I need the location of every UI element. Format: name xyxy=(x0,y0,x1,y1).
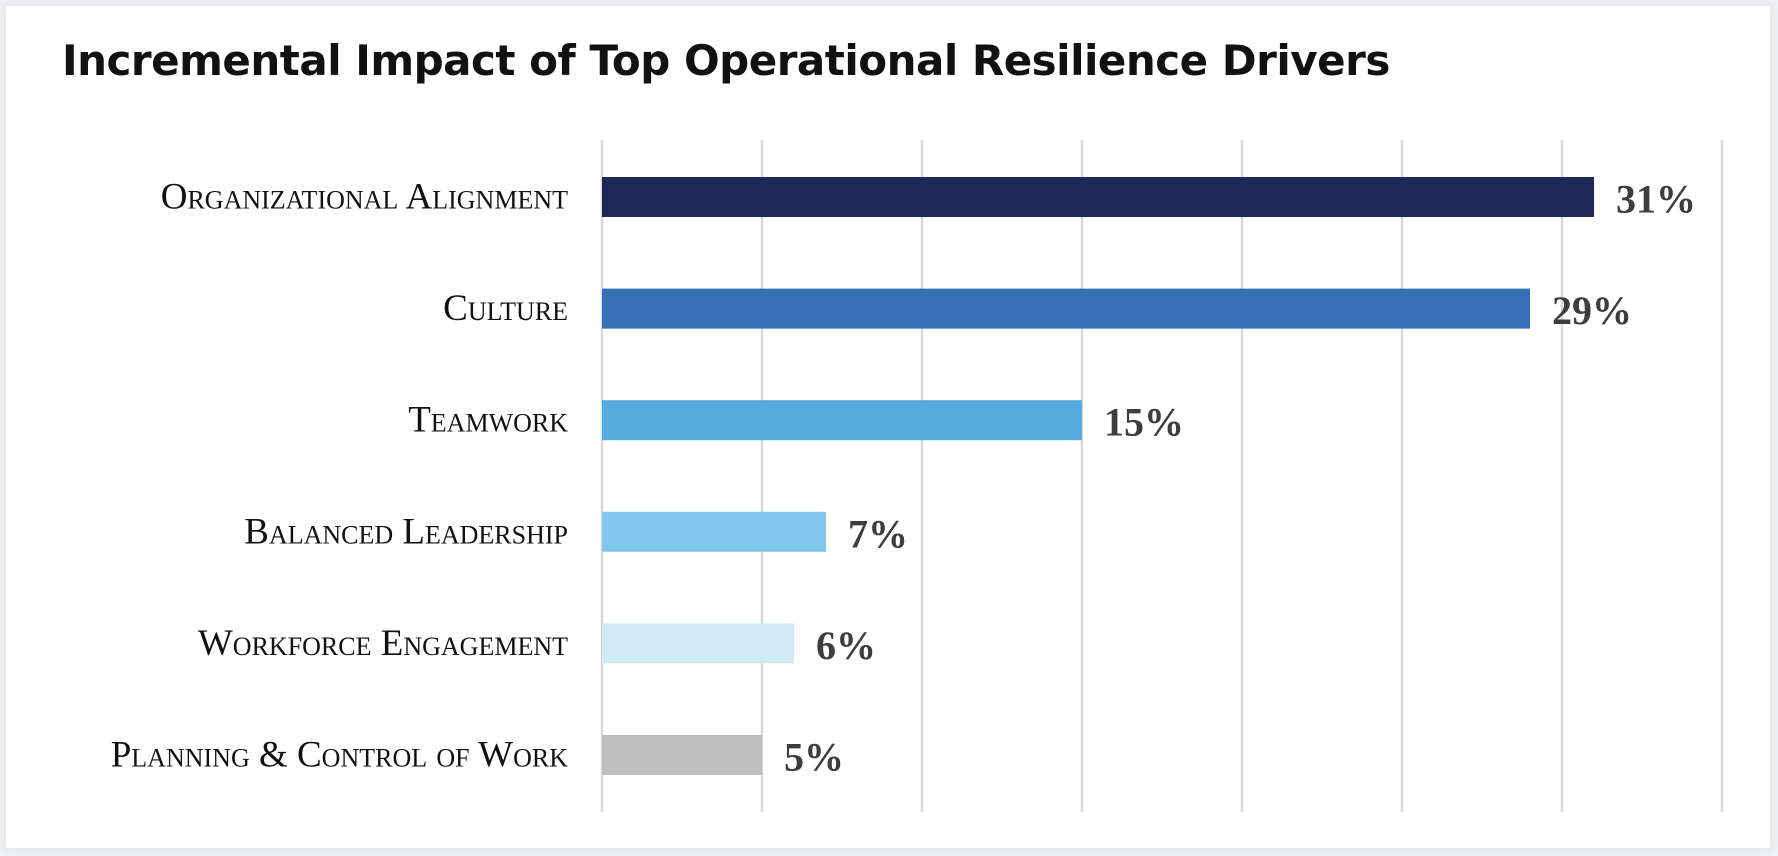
category-label: Planning & Control of Work xyxy=(111,735,569,776)
gridlines xyxy=(600,140,1724,812)
category-label: Workforce Engagement xyxy=(198,623,568,664)
bar xyxy=(602,623,794,664)
data-label: 15% xyxy=(1104,400,1184,445)
category-label: Balanced Leadership xyxy=(244,511,568,552)
chart-title: Incremental Impact of Top Operational Re… xyxy=(62,36,1390,85)
bar xyxy=(602,400,1082,441)
data-label: 6% xyxy=(816,623,876,668)
data-label: 7% xyxy=(848,511,908,556)
category-labels: Organizational Alignment Culture Teamwork B… xyxy=(111,177,569,776)
category-label: Teamwork xyxy=(408,400,568,441)
bar xyxy=(602,177,1594,217)
data-label: 31% xyxy=(1616,177,1696,222)
category-label: Culture xyxy=(443,288,568,329)
category-label: Organizational Alignment xyxy=(161,177,568,218)
bar xyxy=(602,288,1530,329)
bar xyxy=(602,511,826,552)
bar xyxy=(602,735,762,775)
data-label: 29% xyxy=(1552,288,1632,333)
data-label: 5% xyxy=(784,735,844,780)
value-labels: 31% 29% 15% 7% 6% 5% xyxy=(784,177,1696,780)
bars xyxy=(602,177,1594,775)
